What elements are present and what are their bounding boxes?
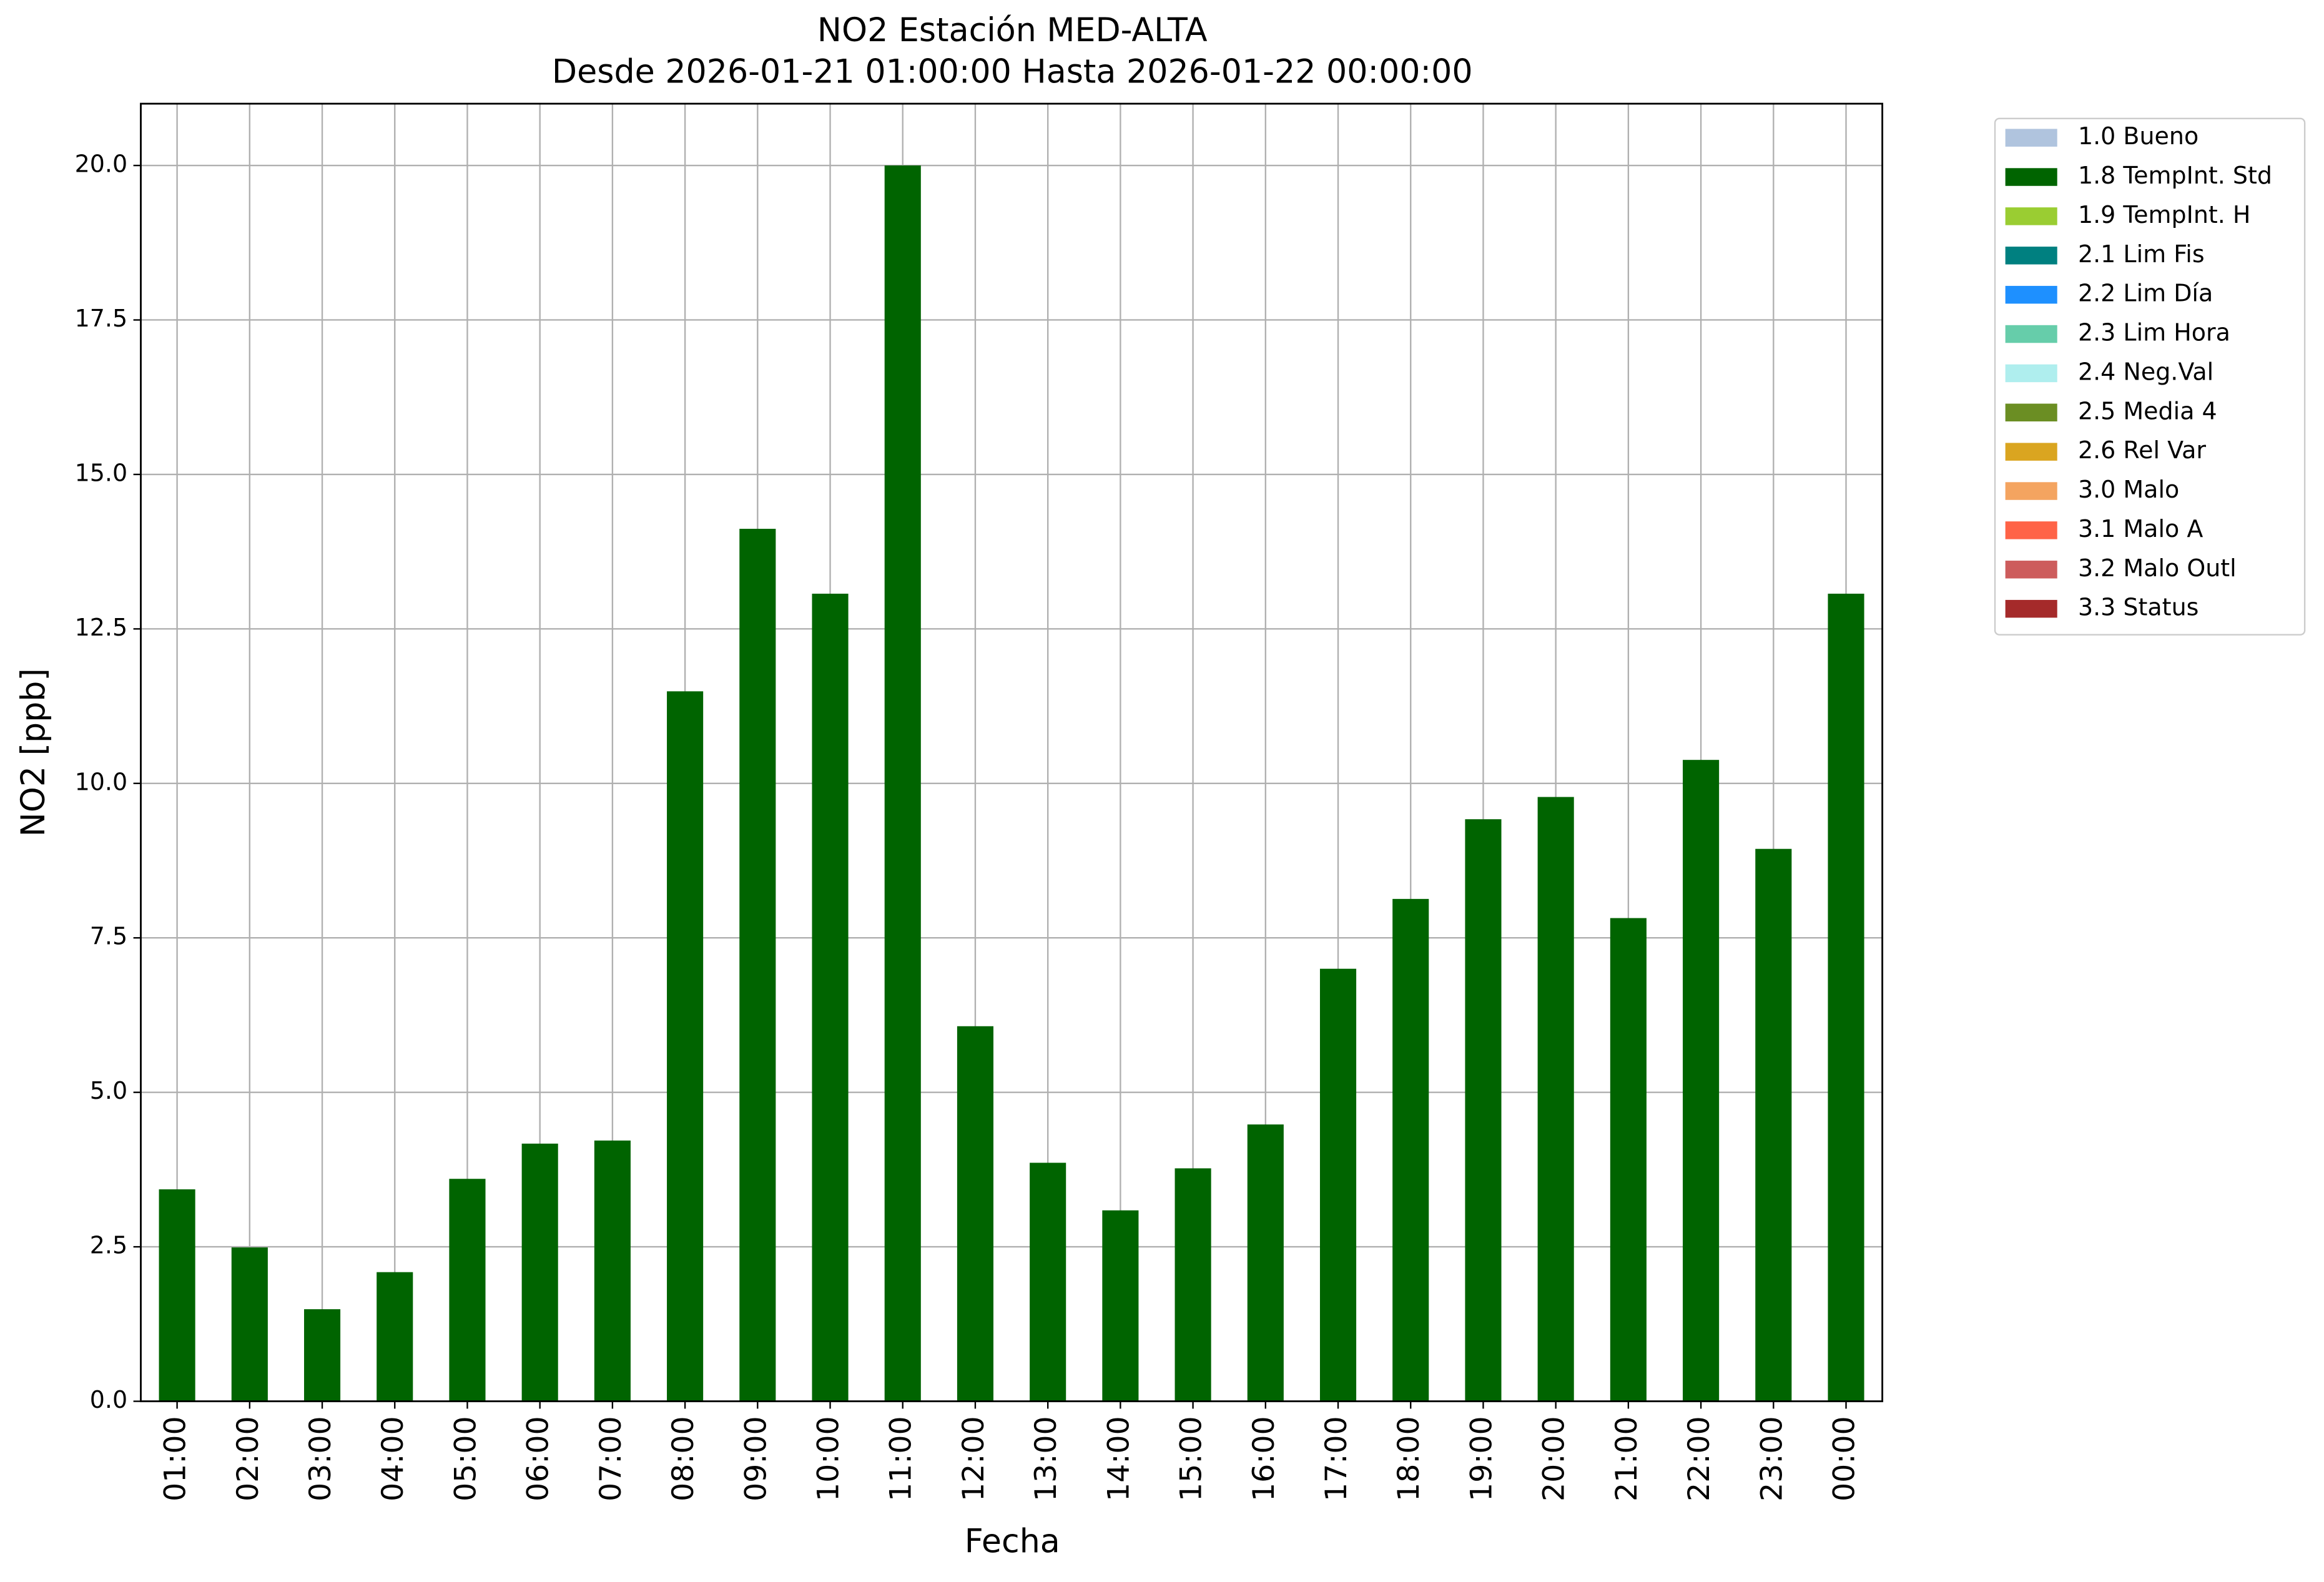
bar	[884, 165, 921, 1402]
y-tick-label: 17.5	[75, 305, 128, 332]
legend-swatch	[2005, 599, 2057, 618]
y-tick-label: 15.0	[75, 459, 128, 486]
y-tick-label: 2.5	[90, 1232, 127, 1259]
bar	[812, 593, 849, 1402]
x-tick-label: 06:00	[521, 1416, 556, 1501]
bar	[739, 529, 776, 1402]
x-tick-label: 18:00	[1392, 1416, 1426, 1501]
x-tick-label: 09:00	[739, 1416, 773, 1501]
legend-swatch	[2005, 403, 2057, 422]
x-tick-label: 20:00	[1537, 1416, 1572, 1501]
legend-swatch	[2005, 561, 2057, 579]
legend-swatch	[2005, 207, 2057, 225]
bar	[1537, 797, 1574, 1402]
bar	[667, 691, 704, 1402]
legend-swatch	[2005, 247, 2057, 265]
y-tick-label: 12.5	[75, 614, 128, 641]
y-axis-label: NO2 [ppb]	[15, 668, 52, 837]
legend-label: 1.8 TempInt. Std	[2078, 162, 2272, 189]
legend-label: 2.1 Lim Fis	[2078, 240, 2205, 268]
legend-label: 3.2 Malo Outl	[2078, 554, 2237, 582]
x-tick-label: 04:00	[376, 1416, 410, 1501]
chart-title: NO2 Estación MED-ALTA	[817, 12, 1208, 49]
legend-swatch	[2005, 521, 2057, 539]
x-tick-label: 14:00	[1101, 1416, 1136, 1501]
y-tick-label: 0.0	[90, 1386, 127, 1413]
plot-frame	[140, 102, 1884, 1402]
x-tick-label: 15:00	[1174, 1416, 1209, 1501]
x-tick-label: 07:00	[594, 1416, 628, 1501]
x-tick-label: 13:00	[1029, 1416, 1063, 1501]
bar	[957, 1026, 994, 1402]
x-tick-label: 10:00	[812, 1416, 846, 1501]
x-tick-label: 05:00	[448, 1416, 483, 1501]
bar	[1392, 898, 1429, 1402]
x-tick-label: 01:00	[159, 1416, 193, 1501]
bar	[1610, 918, 1647, 1402]
bar	[377, 1272, 413, 1402]
bar	[159, 1189, 195, 1402]
legend-swatch	[2005, 482, 2057, 500]
x-tick-label: 17:00	[1319, 1416, 1354, 1501]
legend-swatch	[2005, 168, 2057, 186]
legend-label: 2.2 Lim Día	[2078, 280, 2213, 307]
bar	[1030, 1162, 1066, 1402]
legend-label: 1.0 Bueno	[2078, 122, 2198, 150]
x-tick-label: 22:00	[1682, 1416, 1716, 1501]
bar	[303, 1309, 341, 1402]
y-tick-label: 20.0	[75, 150, 128, 178]
x-tick-label: 16:00	[1247, 1416, 1281, 1501]
x-tick-label: 19:00	[1464, 1416, 1499, 1501]
y-tick-label: 5.0	[90, 1077, 127, 1104]
bar	[594, 1140, 631, 1402]
x-tick-label: 08:00	[666, 1416, 701, 1501]
legend-label: 3.0 Malo	[2078, 476, 2179, 503]
x-axis-label: Fecha	[965, 1523, 1060, 1560]
bar	[521, 1143, 558, 1402]
bar	[1102, 1210, 1139, 1402]
x-tick-label: 11:00	[884, 1416, 918, 1501]
legend-label: 2.4 Neg.Val	[2078, 358, 2213, 385]
y-tick-label: 10.0	[75, 768, 128, 795]
legend-label: 1.9 TempInt. H	[2078, 201, 2251, 228]
legend-label: 2.5 Media 4	[2078, 397, 2217, 425]
y-tick-label: 7.5	[90, 923, 127, 950]
chart-subtitle: Desde 2026-01-21 01:00:00 Hasta 2026-01-…	[552, 54, 1473, 91]
legend-box	[1994, 117, 2306, 636]
legend-label: 3.1 Malo A	[2078, 515, 2203, 543]
bar	[1247, 1124, 1284, 1402]
legend-swatch	[2005, 325, 2057, 343]
legend-swatch	[2005, 129, 2057, 147]
legend-label: 2.6 Rel Var	[2078, 436, 2206, 464]
legend-label: 2.3 Lim Hora	[2078, 319, 2230, 346]
bar	[449, 1179, 486, 1402]
bar	[1465, 819, 1502, 1402]
x-tick-label: 00:00	[1828, 1416, 1862, 1501]
legend-swatch	[2005, 285, 2057, 304]
bar	[1319, 968, 1357, 1402]
legend-swatch	[2005, 443, 2057, 461]
bar	[1755, 848, 1792, 1402]
x-tick-label: 03:00	[303, 1416, 338, 1501]
bar	[1174, 1168, 1211, 1402]
legend-swatch	[2005, 364, 2057, 383]
x-tick-label: 23:00	[1755, 1416, 1789, 1501]
x-tick-label: 12:00	[957, 1416, 991, 1501]
x-tick-label: 21:00	[1610, 1416, 1644, 1501]
legend-label: 3.3 Status	[2078, 594, 2198, 621]
x-tick-label: 02:00	[231, 1416, 265, 1501]
bar	[1683, 760, 1720, 1402]
bar	[231, 1247, 268, 1402]
bar	[1828, 593, 1864, 1402]
